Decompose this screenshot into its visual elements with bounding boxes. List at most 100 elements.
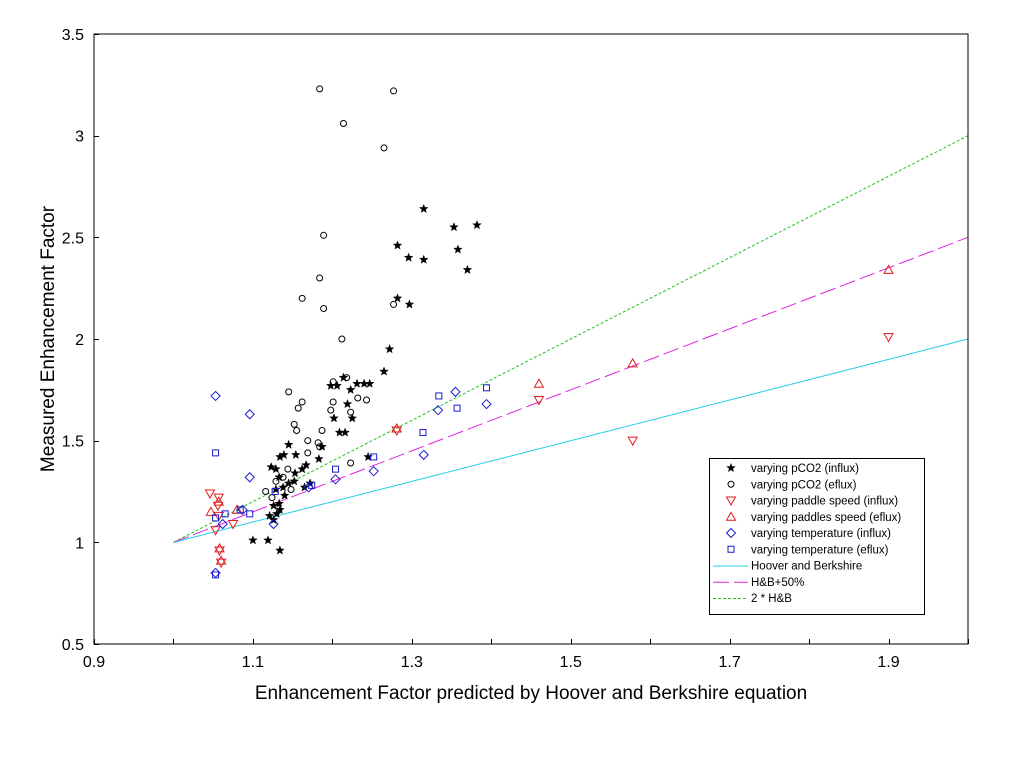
varying-temperature-influx-point [450, 386, 461, 398]
varying-paddle-speed-influx-point [215, 558, 227, 569]
varying-pco2-eflux-legend-marker [727, 480, 735, 488]
legend-item: 2 * H&B [713, 593, 792, 605]
legend-label: varying temperature (eflux) [751, 544, 889, 556]
varying-temperature-eflux-series [212, 384, 491, 579]
varying-temperature-eflux-point [419, 429, 427, 437]
varying-pco2-eflux-point [294, 404, 302, 412]
x-axis-tick-labels: 0.9 1.1 1.3 1.5 1.7 1.9 [83, 654, 900, 671]
x-axis-title: Enhancement Factor predicted by Hoover a… [255, 683, 807, 704]
varying-paddle-speed-influx-point [213, 511, 225, 522]
varying-pco2-influx-point [404, 299, 415, 309]
varying-pco2-influx-point [347, 413, 358, 423]
varying-pco2-influx-point [264, 510, 275, 520]
varying-pco2-influx-point [268, 500, 279, 510]
varying-temperature-eflux-point [212, 571, 220, 579]
varying-pco2-influx-point [384, 344, 395, 354]
varying-temperature-eflux-point [221, 510, 229, 518]
varying-temperature-influx-point [481, 398, 492, 410]
varying-temperature-eflux-point [435, 392, 443, 400]
varying-pco2-eflux-point [347, 408, 355, 416]
varying-pco2-eflux-point [262, 488, 270, 495]
varying-pco2-influx-point [248, 535, 258, 545]
legend-label: 2 * H&B [751, 593, 792, 605]
varying-pco2-eflux-point [316, 274, 324, 282]
varying-pco2-influx-point [274, 472, 284, 482]
varying-temperature-influx-series [210, 386, 492, 579]
varying-pco2-influx-point [462, 264, 473, 274]
varying-pco2-influx-point [340, 427, 350, 437]
varying-paddles-speed-eflux-point [883, 264, 894, 274]
varying-pco2-eflux-point [327, 406, 335, 414]
y-axis-title: Measured Enhancement Factor [38, 205, 59, 472]
varying-pco2-eflux-point [338, 335, 346, 343]
varying-pco2-influx-point [290, 449, 301, 459]
varying-pco2-influx-point [314, 453, 324, 464]
y-tick-label: 2.5 [62, 230, 84, 247]
varying-paddle-speed-influx-point [204, 489, 216, 500]
varying-paddle-speed-influx-point [214, 546, 225, 556]
x-tick-label: 1.5 [560, 654, 582, 671]
legend-label: varying pCO2 (eflux) [751, 479, 857, 491]
varying-pco2-eflux-point [279, 473, 287, 481]
y-tick-label: 3.5 [62, 27, 84, 44]
varying-paddle-speed-influx-point [627, 436, 639, 447]
y-tick-label: 1 [75, 535, 84, 552]
varying-pco2-eflux-point [318, 427, 326, 434]
axis-ticks [94, 34, 969, 645]
h-b-50-line [173, 236, 969, 543]
varying-pco2-influx-point [449, 222, 459, 232]
varying-pco2-influx-point [275, 451, 285, 462]
varying-pco2-eflux-point [390, 300, 398, 308]
2-h-b-line [173, 135, 969, 543]
varying-paddle-speed-influx-legend-marker [725, 496, 737, 507]
varying-pco2-influx-point [290, 468, 300, 478]
varying-temperature-eflux-point [453, 404, 461, 412]
legend-box [709, 458, 925, 615]
varying-pco2-influx-point [275, 545, 285, 555]
varying-pco2-eflux-point [293, 427, 301, 434]
reference-lines [173, 135, 969, 543]
varying-pco2-influx-point [342, 399, 353, 409]
varying-pco2-eflux-point [343, 374, 351, 382]
legend-label: varying temperature (influx) [751, 528, 891, 540]
varying-pco2-influx-point [345, 384, 356, 394]
varying-pco2-influx-point [392, 240, 403, 250]
varying-temperature-influx-point [368, 465, 379, 477]
x-tick-label: 1.9 [877, 654, 899, 671]
varying-temperature-influx-point [244, 409, 255, 420]
y-tick-label: 0.5 [62, 637, 84, 654]
varying-temperature-eflux-point [332, 465, 340, 473]
varying-pco2-eflux-point [285, 388, 293, 396]
varying-temperature-eflux-point [483, 384, 491, 392]
varying-pco2-influx-point [392, 293, 403, 303]
varying-paddles-speed-eflux-point [215, 555, 227, 565]
varying-paddle-speed-influx-series [204, 332, 894, 569]
varying-pco2-eflux-point [329, 378, 337, 386]
varying-pco2-influx-point [418, 254, 429, 264]
varying-paddles-speed-eflux-point [205, 506, 217, 516]
varying-temperature-influx-point [217, 518, 228, 530]
varying-temperature-influx-point [303, 482, 314, 493]
x-tick-label: 1.3 [401, 654, 423, 671]
legend-label: varying paddle speed (influx) [751, 496, 898, 508]
x-tick-label: 1.7 [719, 654, 741, 671]
varying-temperature-influx-point [244, 472, 255, 483]
varying-pco2-influx-legend-marker [726, 462, 736, 473]
varying-paddle-speed-influx-point [391, 426, 403, 437]
varying-pco2-influx-point [263, 535, 273, 545]
varying-pco2-influx-point [279, 490, 290, 500]
varying-pco2-influx-point [283, 478, 294, 488]
varying-temperature-eflux-legend-marker [727, 545, 735, 553]
varying-temperature-eflux-point [212, 514, 220, 522]
legend-label: H&B+50% [751, 577, 804, 589]
legend-label: Hoover and Berkshire [751, 561, 862, 573]
varying-pco2-influx-point [275, 504, 285, 514]
varying-paddles-speed-eflux-point [213, 496, 225, 506]
varying-pco2-eflux-point [354, 394, 362, 402]
varying-temperature-influx-point [330, 474, 341, 485]
hoover-and-berkshire-line [173, 338, 969, 543]
varying-pco2-influx-point [329, 413, 339, 423]
varying-pco2-influx-point [418, 203, 429, 213]
